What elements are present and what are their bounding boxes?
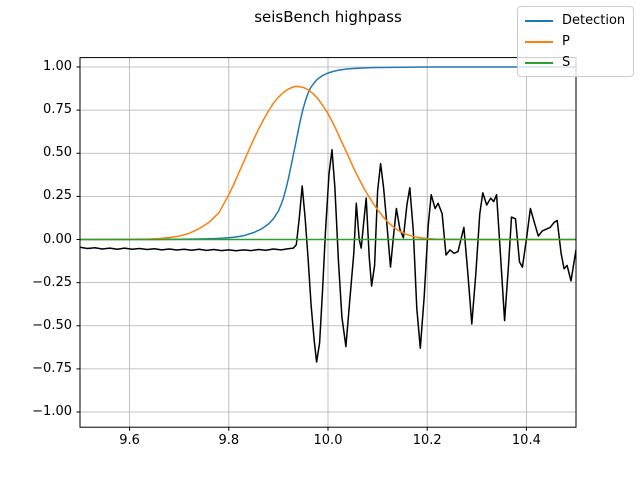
legend-label: S [562,55,571,70]
y-tick-label: −0.25 [32,274,72,290]
y-tick-label: 0.00 [43,231,72,247]
series-line-detection [80,66,576,241]
series-line-p [80,85,576,241]
y-tick-label: 0.25 [43,188,72,204]
legend-label: Detection [562,13,626,28]
y-tick-label: 0.50 [43,145,72,161]
y-tick-label: −0.50 [32,317,72,333]
x-tick-label: 10.2 [412,433,442,448]
legend: Detection P S [517,6,635,77]
y-tick-label: −0.75 [32,360,72,376]
legend-item-p: P [525,31,625,52]
chart-title: seisBench highpass [254,8,402,26]
x-tick-label: 10.0 [313,433,343,448]
y-tick-label: 0.75 [43,102,72,118]
legend-line-swatch [525,19,553,22]
x-tick-label: 10.4 [511,433,541,448]
x-tick-label: 9.6 [119,433,140,448]
y-tick-label: 1.00 [43,59,72,74]
legend-line-swatch [525,40,553,43]
x-tick-label: 9.8 [218,433,240,448]
legend-item-s: S [525,52,625,73]
legend-item-detection: Detection [525,10,625,31]
legend-line-swatch [525,61,553,64]
y-tick-label: −1.00 [32,404,72,420]
legend-label: P [562,34,570,49]
series-line-waveform [80,149,576,363]
